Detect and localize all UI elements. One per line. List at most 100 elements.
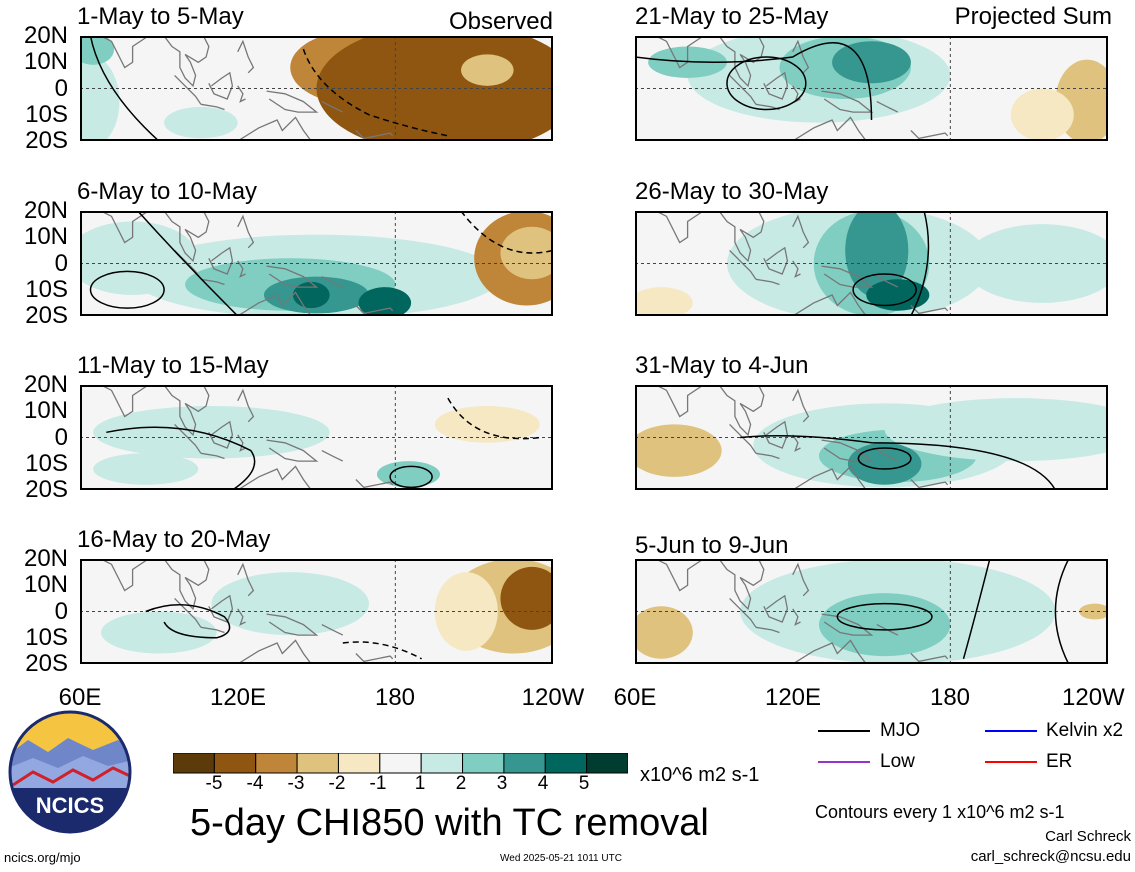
map-svg (635, 36, 1108, 141)
mjo-contour (460, 211, 553, 254)
coastline (729, 597, 757, 628)
panel-frame (80, 211, 553, 316)
colorbar-label: -3 (287, 773, 305, 794)
y-tick-label: 20N (23, 545, 68, 572)
units-label: x10^6 m2 s-1 (640, 764, 760, 786)
map-svg (635, 385, 1108, 490)
colorbar-label: 4 (537, 773, 549, 794)
mjo-contour (740, 435, 1057, 490)
coastline (266, 613, 319, 636)
anomaly-shading (461, 54, 514, 86)
mjo-contour (852, 273, 917, 307)
panel-title-proj-1: 21-May to 25-May (635, 3, 829, 30)
y-tick-label: 20S (25, 302, 68, 329)
coastline (174, 423, 202, 454)
chart-title: 5-day CHI850 with TC removal (190, 802, 709, 844)
coastline (321, 450, 344, 462)
coastline (755, 452, 780, 460)
coastline (321, 276, 344, 288)
y-tick-label: 20N (23, 371, 68, 398)
panel-title-obs-2: 6-May to 10-May (77, 178, 258, 205)
colorbar-label: -1 (369, 773, 387, 794)
colorbar-swatch (586, 753, 628, 774)
coastline (910, 479, 949, 489)
colorbar-swatch (379, 753, 422, 774)
coastline (792, 608, 801, 626)
contour-interval-note: Contours every 1 x10^6 m2 s-1 (815, 802, 1065, 822)
anomaly-shading (866, 279, 930, 311)
map-panel-proj-2 (635, 211, 1108, 316)
x-tick-label: 120E (764, 684, 822, 711)
coastline (792, 434, 801, 452)
y-tick-label: 0 (54, 424, 68, 451)
coastline (729, 249, 757, 280)
anomaly-shading (635, 606, 693, 659)
y-tick-label: 10S (25, 450, 68, 477)
mjo-contour (726, 56, 807, 111)
coastline (237, 39, 255, 74)
colorbar-swatch (213, 753, 257, 774)
coastline (718, 559, 765, 611)
panel-frame (635, 559, 1108, 664)
panel-title-obs-3: 11-May to 15-May (77, 352, 269, 379)
anomaly-shading (635, 424, 722, 477)
coastline (763, 71, 789, 100)
panel-frame (80, 36, 553, 141)
timestamp: Wed 2025-05-21 1011 UTC (500, 853, 622, 864)
anomaly-shading (80, 36, 115, 65)
map-svg (80, 211, 553, 316)
mjo-contour (910, 211, 930, 316)
coastline (821, 613, 874, 636)
observed-label: Observed (448, 8, 553, 35)
y-tick-label: 10N (23, 48, 68, 75)
legend-label-low: Low (880, 751, 915, 772)
colorbar-label: -4 (246, 773, 264, 794)
anomaly-shading (101, 611, 217, 654)
anomaly-shading (963, 224, 1108, 303)
coastline (237, 608, 246, 626)
colorbar-swatch (544, 753, 588, 774)
projected-sum-label: Projected Sum (954, 3, 1112, 30)
legend-line-low (818, 761, 870, 763)
coastline (200, 452, 225, 460)
y-tick-label: 20N (23, 22, 68, 49)
coastline (792, 562, 810, 597)
coastline (163, 559, 210, 611)
colorbar (173, 753, 628, 774)
panel-frame (80, 559, 553, 664)
mjo-contour (857, 447, 912, 470)
ncics-logo: NCICS (8, 710, 132, 834)
coastline (718, 36, 765, 88)
anomaly-shading (847, 442, 922, 485)
coastline (790, 291, 867, 316)
coastline (355, 130, 394, 140)
coastline (266, 439, 319, 462)
anomaly-shading (164, 106, 238, 139)
coastline (266, 265, 319, 288)
colorbar-label: 5 (578, 773, 590, 794)
mjo-contour (1054, 559, 1070, 664)
coastline (200, 103, 225, 111)
coastline (355, 305, 394, 315)
map-panel-obs-4 (80, 559, 553, 664)
y-tick-label: 10N (23, 397, 68, 424)
colorbar-label: -5 (205, 773, 223, 794)
mjo-contour (106, 426, 256, 490)
panel-frame (80, 385, 553, 490)
anomaly-shading (845, 211, 909, 298)
map-panel-proj-4 (635, 559, 1108, 664)
mjo-contour (342, 641, 422, 660)
y-tick-label: 0 (54, 250, 68, 277)
x-tick-label: 120E (209, 684, 267, 711)
panel-frame (635, 36, 1108, 141)
legend-line-mjo (818, 730, 870, 732)
y-tick-label: 10N (23, 223, 68, 250)
y-tick-label: 10S (25, 101, 68, 128)
panel-title-obs-1: 1-May to 5-May (77, 3, 244, 30)
coastline (163, 211, 210, 263)
colorbar-label: 3 (496, 773, 508, 794)
coastline (792, 85, 801, 103)
coastline (208, 246, 234, 275)
mjo-contour (635, 42, 873, 121)
panel-frame (635, 211, 1108, 316)
